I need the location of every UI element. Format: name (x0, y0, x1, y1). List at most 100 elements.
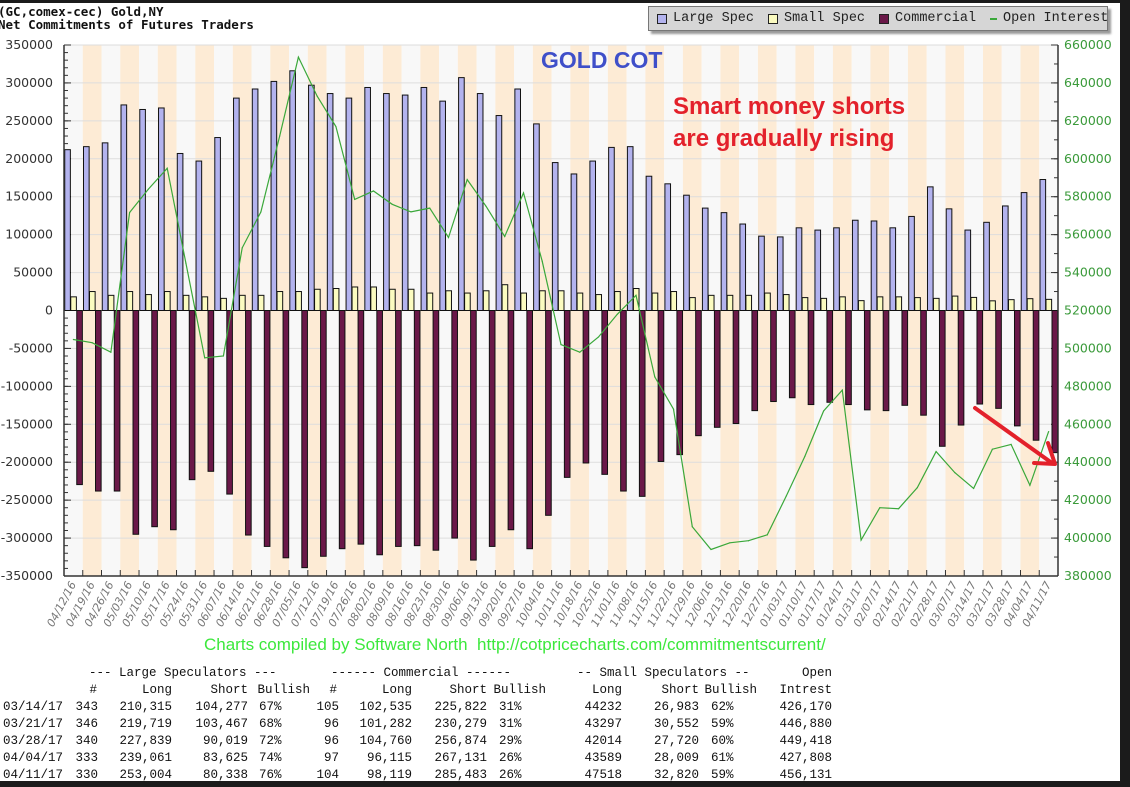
bar-commercial (263, 310, 271, 547)
bar-large-spec (626, 146, 634, 311)
left-axis-label: 300000 (5, 75, 53, 90)
bar-small-spec (876, 296, 884, 311)
right-axis-label: 580000 (1064, 189, 1112, 204)
point-open-interest (897, 508, 900, 510)
table-cell: 426,170 (779, 700, 832, 714)
point-open-interest (147, 188, 149, 190)
table-column-header: Intrest (779, 683, 832, 697)
legend-label: Commercial (895, 11, 977, 26)
bar-commercial (1013, 310, 1021, 427)
table-row-date: 03/21/17 (3, 717, 64, 731)
bar-large-spec (945, 208, 953, 311)
bar-large-spec (589, 160, 597, 311)
bar-commercial (695, 310, 702, 437)
right-axis-label: 460000 (1064, 416, 1112, 431)
bar-small-spec (182, 294, 190, 312)
bar-small-spec (670, 291, 678, 311)
left-axis-label: -150000 (1, 416, 53, 431)
bar-large-spec (720, 212, 728, 311)
legend-swatch-small-spec (768, 13, 779, 24)
table-cell: 103,467 (195, 717, 248, 731)
table-cell: 31% (499, 700, 522, 714)
bar-commercial (901, 310, 909, 406)
right-axis-label: 480000 (1064, 378, 1112, 393)
point-open-interest (447, 236, 450, 239)
bar-commercial (301, 310, 308, 569)
bar-large-spec (401, 94, 409, 311)
bar-small-spec (726, 294, 734, 312)
right-axis-label: 600000 (1064, 151, 1112, 166)
bar-small-spec (970, 296, 978, 312)
right-axis-label: 380000 (1064, 568, 1112, 583)
table-cell: 340 (75, 734, 98, 748)
point-open-interest (1029, 484, 1031, 486)
bar-small-spec (89, 291, 96, 311)
table-column-header: # (329, 683, 337, 697)
bar-small-spec (801, 297, 809, 311)
table-cell: 253,004 (119, 768, 172, 782)
table-cell: 104,277 (195, 700, 248, 714)
point-open-interest (804, 455, 806, 458)
table-group-header: Open (801, 666, 832, 680)
bar-large-spec (420, 86, 428, 312)
bar-small-spec (257, 294, 265, 312)
bar-large-spec (983, 221, 990, 312)
bar-small-spec (389, 288, 396, 312)
table-cell: 44232 (584, 700, 622, 714)
chart-header-subtitle: Net Commitments of Futures Traders (0, 17, 254, 32)
table-cell: 74% (259, 751, 282, 765)
bar-small-spec (1045, 298, 1053, 312)
table-row-date: 04/04/17 (3, 751, 64, 765)
left-axis-label: 50000 (13, 265, 53, 280)
point-open-interest (335, 125, 337, 128)
bar-commercial (376, 310, 383, 556)
table-cell: 427,808 (779, 751, 832, 765)
bar-commercial (413, 310, 421, 547)
bar-commercial (76, 310, 83, 486)
bar-large-spec (439, 100, 446, 311)
bar-commercial (732, 310, 740, 425)
bar-commercial (845, 310, 852, 406)
bar-large-spec (64, 149, 71, 311)
table-cell: 26,983 (653, 700, 699, 714)
point-open-interest (110, 351, 112, 353)
right-axis-label: 520000 (1064, 303, 1112, 318)
point-open-interest (241, 247, 243, 249)
bar-small-spec (295, 291, 302, 311)
bar-commercial (882, 310, 890, 412)
point-open-interest (410, 211, 412, 213)
bar-commercial (751, 310, 759, 412)
right-axis-label: 640000 (1064, 75, 1112, 90)
table-cell: 97 (323, 751, 339, 765)
bar-commercial (957, 310, 965, 426)
bar-small-spec (632, 288, 640, 312)
bar-large-spec (476, 93, 484, 311)
table-cell: 446,880 (779, 717, 832, 731)
right-axis-label: 560000 (1064, 227, 1112, 242)
point-open-interest (710, 548, 712, 551)
bar-large-spec (326, 93, 334, 311)
table-cell: 83,625 (202, 751, 248, 765)
table-cell: 31% (499, 717, 522, 731)
point-open-interest (541, 260, 543, 262)
bar-commercial (976, 310, 984, 405)
point-open-interest (691, 526, 693, 528)
legend-item-open-interest: Open Interest (990, 11, 1108, 26)
bar-small-spec (164, 291, 171, 311)
table-cell: 96,115 (366, 751, 412, 765)
bar-small-spec (407, 288, 415, 312)
bar-small-spec (1007, 299, 1015, 312)
bar-small-spec (782, 294, 790, 312)
table-group-header: ------ Commercial ------ (331, 666, 512, 680)
point-open-interest (672, 408, 675, 410)
table-cell: 61% (711, 751, 734, 765)
bar-small-spec (107, 294, 115, 312)
bar-small-spec (201, 296, 209, 311)
point-open-interest (91, 342, 93, 344)
legend: Large Spec Small Spec Commercial Open In… (648, 6, 1108, 31)
table-cell: 28,009 (653, 751, 699, 765)
bar-small-spec (1026, 298, 1034, 311)
bar-small-spec (370, 286, 377, 311)
bar-commercial (788, 310, 796, 399)
point-open-interest (991, 448, 993, 450)
